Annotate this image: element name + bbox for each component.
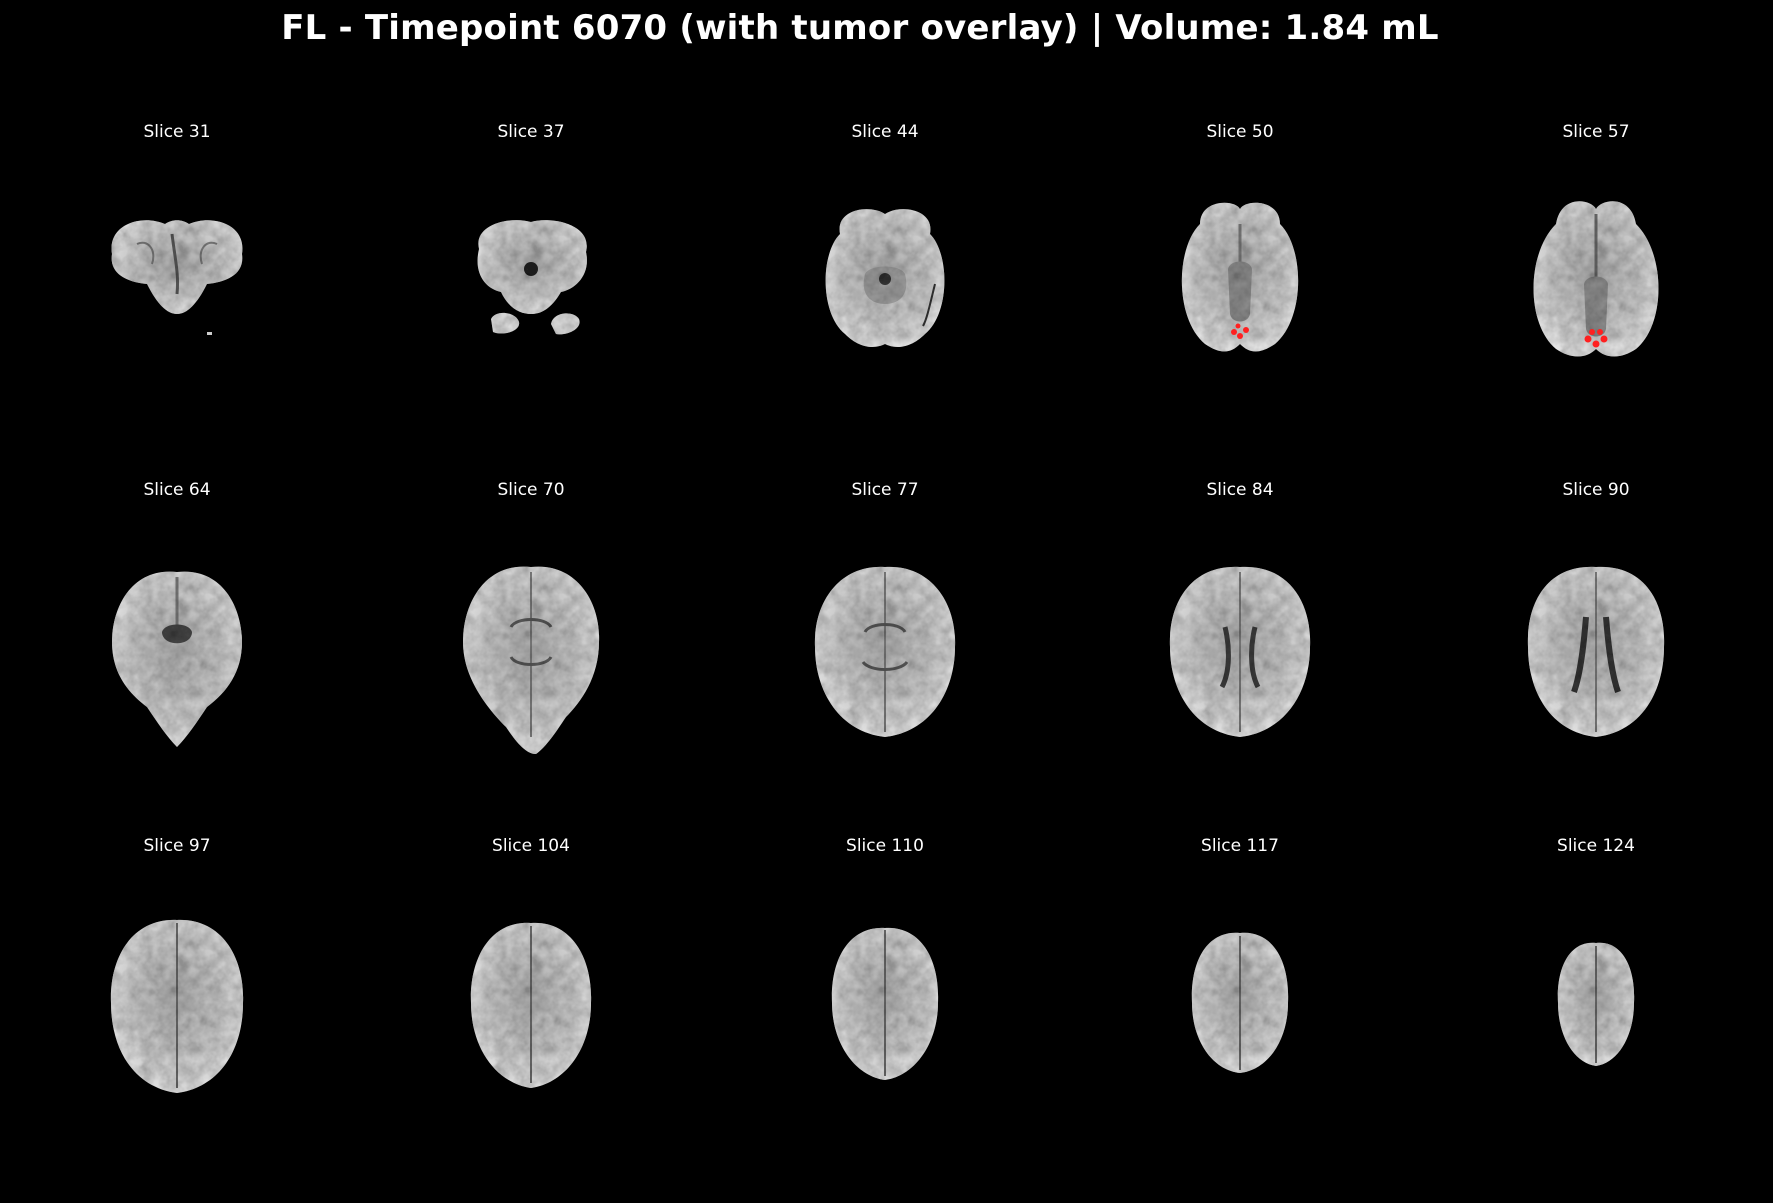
tumor-overlay xyxy=(1231,323,1249,339)
mri-slice-image xyxy=(47,878,307,1138)
slice-label: Slice 77 xyxy=(851,480,919,500)
slice-label: Slice 104 xyxy=(492,836,570,856)
slice-label: Slice 50 xyxy=(1206,122,1274,142)
tumor-overlay xyxy=(1584,329,1608,348)
slice-panel: Slice 97 xyxy=(47,836,307,1166)
slice-label: Slice 70 xyxy=(497,480,565,500)
mri-slice-image xyxy=(1466,878,1726,1138)
mri-slice-image xyxy=(1466,164,1726,424)
slice-panel: Slice 57 xyxy=(1466,122,1726,452)
slice-panel: Slice 31 xyxy=(47,122,307,452)
slice-panel: Slice 110 xyxy=(755,836,1015,1166)
slice-panel: Slice 77 xyxy=(755,480,1015,810)
slice-label: Slice 90 xyxy=(1562,480,1630,500)
slice-panel: Slice 37 xyxy=(401,122,661,452)
mri-slice-image xyxy=(1110,878,1370,1138)
mri-slice-image xyxy=(1110,522,1370,782)
slice-panel: Slice 104 xyxy=(401,836,661,1166)
slice-panel: Slice 117 xyxy=(1110,836,1370,1166)
mri-slice-image xyxy=(755,164,1015,424)
slice-label: Slice 124 xyxy=(1557,836,1635,856)
mri-slice-image xyxy=(401,164,661,424)
slice-label: Slice 117 xyxy=(1201,836,1279,856)
mri-slice-image xyxy=(1466,522,1726,782)
slice-label: Slice 31 xyxy=(143,122,211,142)
slice-panel: Slice 84 xyxy=(1110,480,1370,810)
slice-label: Slice 84 xyxy=(1206,480,1274,500)
mri-slice-image xyxy=(47,164,307,424)
slice-panel: Slice 50 xyxy=(1110,122,1370,452)
mri-slice-image xyxy=(755,878,1015,1138)
mri-slice-image xyxy=(1110,164,1370,424)
figure-title: FL - Timepoint 6070 (with tumor overlay)… xyxy=(281,8,1439,48)
mri-slice-image xyxy=(755,522,1015,782)
slice-panel: Slice 44 xyxy=(755,122,1015,452)
slice-label: Slice 64 xyxy=(143,480,211,500)
slice-label: Slice 57 xyxy=(1562,122,1630,142)
slice-panel: Slice 64 xyxy=(47,480,307,810)
mri-slice-image xyxy=(47,522,307,782)
slice-label: Slice 110 xyxy=(846,836,924,856)
mri-slice-image xyxy=(401,522,661,782)
slice-panel: Slice 124 xyxy=(1466,836,1726,1166)
slice-panel: Slice 90 xyxy=(1466,480,1726,810)
slice-panel: Slice 70 xyxy=(401,480,661,810)
mri-slice-image xyxy=(401,878,661,1138)
slice-label: Slice 97 xyxy=(143,836,211,856)
slice-label: Slice 44 xyxy=(851,122,919,142)
slice-label: Slice 37 xyxy=(497,122,565,142)
